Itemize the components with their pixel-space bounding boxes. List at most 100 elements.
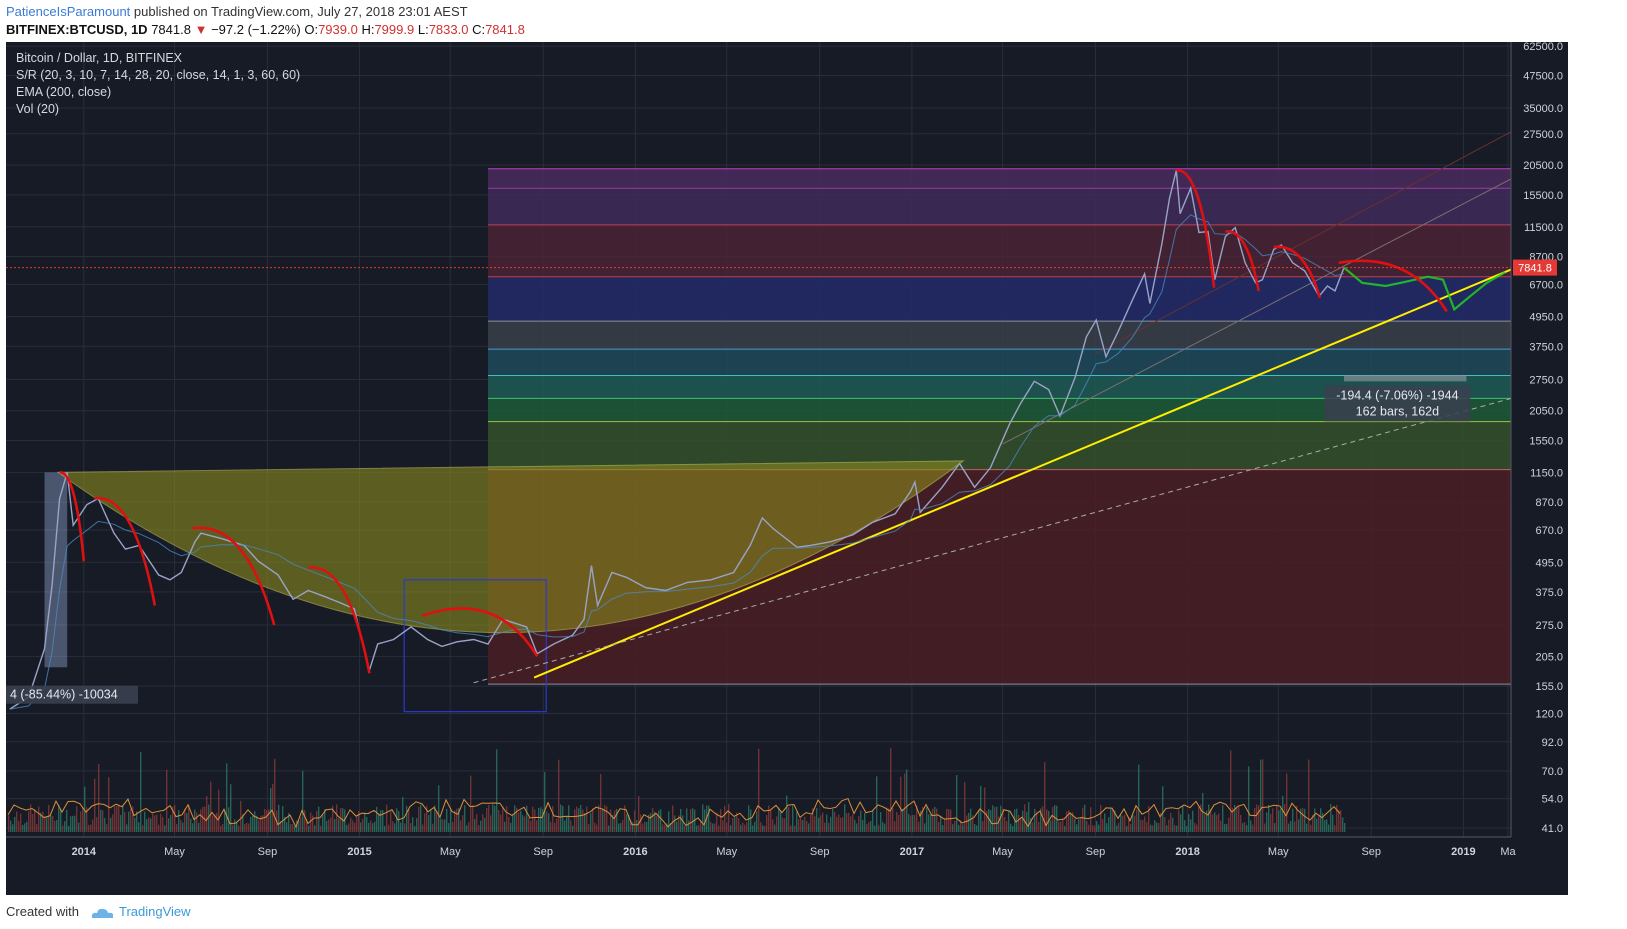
volume-bar (662, 824, 664, 832)
volume-bar (1292, 808, 1294, 832)
volume-bar (332, 805, 334, 832)
volume-bar (720, 809, 722, 832)
volume-bar (1224, 823, 1226, 832)
volume-bar (486, 807, 488, 832)
volume-bar (888, 808, 890, 832)
volume-bar (1238, 806, 1240, 832)
volume-bar (16, 811, 18, 832)
volume-bar (1222, 805, 1224, 832)
down-arrow-icon: ▼ (194, 22, 208, 37)
volume-bar (1236, 807, 1238, 832)
ema-line (9, 214, 1345, 710)
volume-bar (330, 817, 332, 832)
volume-bar (96, 817, 98, 832)
price-tick-label: 670.0 (1535, 525, 1563, 537)
volume-bar (1124, 814, 1126, 832)
volume-bar (1078, 819, 1080, 832)
volume-bar (1030, 817, 1032, 832)
volume-bar (46, 816, 48, 832)
author-link[interactable]: PatienceIsParamount (6, 4, 131, 19)
volume-bar (1114, 810, 1116, 832)
measure-label-left: 4 (-85.44%) -10034 (10, 688, 118, 702)
projection-line (1343, 266, 1506, 312)
volume-bar (588, 824, 590, 832)
chart-panel[interactable]: 62500.0 47500.0 35000.0 27500.0 20500.0 15500… (6, 42, 1568, 895)
volume-bar (214, 814, 216, 832)
volume-bar (382, 810, 384, 832)
volume-bar (782, 817, 784, 832)
volume-bar (1120, 815, 1122, 832)
price-chart[interactable]: 62500.0 47500.0 35000.0 27500.0 20500.0 15500… (6, 42, 1568, 895)
volume-bar (1170, 812, 1172, 832)
volume-bar (462, 815, 464, 832)
volume-bar (376, 806, 378, 832)
volume-bar (1248, 766, 1250, 832)
volume-bar (692, 808, 694, 832)
volume-bar (906, 769, 908, 832)
volume-bar (144, 811, 146, 832)
volume-bar (704, 809, 706, 832)
volume-bar (830, 816, 832, 832)
volume-bar (104, 818, 106, 832)
volume-bar (476, 814, 478, 832)
volume-bar (202, 806, 204, 832)
volume-bar (1314, 808, 1316, 832)
volume-bar (358, 810, 360, 832)
volume-bar (824, 822, 826, 832)
volume-bar (1070, 813, 1072, 832)
volume-bar (500, 814, 502, 832)
volume-bar (186, 813, 188, 832)
volume-bar (926, 806, 928, 832)
volume-bar (400, 822, 402, 832)
volume-bar (1226, 823, 1228, 832)
volume-bar (818, 817, 820, 832)
volume-bar (62, 825, 64, 832)
volume-bar (788, 807, 790, 832)
volume-bar (318, 806, 320, 832)
volume-bar (796, 811, 798, 832)
fib-zone (488, 224, 1511, 277)
volume-bar (22, 824, 24, 832)
volume-bar (1282, 795, 1284, 832)
volume-bar (314, 825, 316, 832)
volume-bar (630, 820, 632, 832)
volume-bar (982, 821, 984, 832)
tradingview-link[interactable]: TradingView (118, 904, 191, 919)
volume-bar (1266, 812, 1268, 832)
volume-bar (1202, 793, 1204, 832)
volume-bar (356, 815, 358, 832)
volume-bar (524, 816, 526, 832)
volume-bar (1240, 814, 1242, 832)
volume-bar (612, 814, 614, 832)
volume-bar (284, 816, 286, 832)
volume-bar (426, 805, 428, 832)
selection-box (403, 579, 547, 713)
volume-bar (1166, 825, 1168, 832)
volume-bar (834, 811, 836, 832)
volume-bar (1218, 813, 1220, 832)
volume-bar (864, 812, 866, 832)
volume-bar (768, 805, 770, 832)
legend-ema: EMA (200, close) (16, 85, 112, 99)
red-arc (192, 526, 276, 626)
volume-bar (518, 812, 520, 832)
volume-bar (34, 808, 36, 832)
time-tick-label: 2019 (1451, 846, 1475, 858)
volume-bar (232, 824, 234, 832)
volume-bar (1138, 764, 1140, 832)
volume-bar (1334, 825, 1336, 832)
volume-bar (680, 808, 682, 832)
volume-bar (1118, 822, 1120, 832)
volume-bar (1168, 819, 1170, 832)
measure-rect-left (44, 472, 68, 668)
price-tick-label: 275.0 (1535, 620, 1563, 632)
volume-bar (1014, 809, 1016, 832)
legend-vol: Vol (20) (16, 102, 60, 116)
time-tick-label: May (440, 846, 461, 858)
measure-box-right (1324, 385, 1471, 422)
volume-bar (1140, 819, 1142, 832)
volume-bar (632, 822, 634, 832)
volume-bar (734, 816, 736, 832)
volume-bar (1148, 806, 1150, 832)
volume-bar (806, 821, 808, 832)
